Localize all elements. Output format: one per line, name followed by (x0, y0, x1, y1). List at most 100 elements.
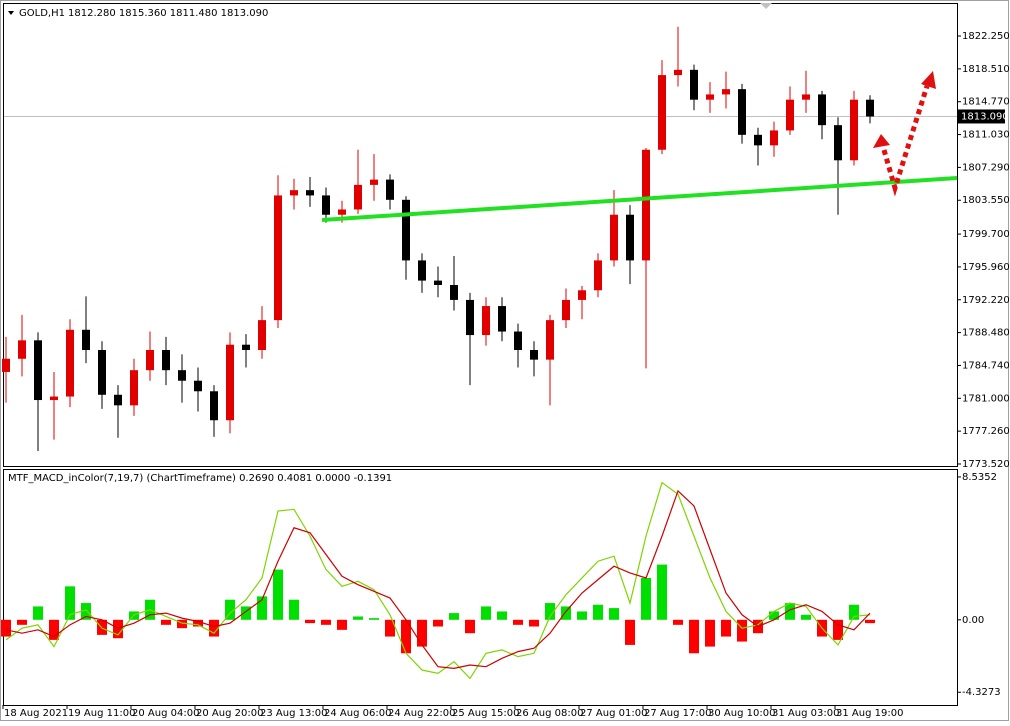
y-tick-label: 1811.030 (962, 130, 1010, 141)
histogram-bar (705, 619, 715, 647)
candle-body (802, 94, 810, 100)
histogram-bar (625, 619, 635, 645)
candle-body (306, 190, 314, 196)
histogram-bar (193, 619, 203, 627)
histogram-bar (241, 606, 251, 620)
histogram-bar (17, 619, 27, 625)
candle-body (178, 370, 186, 381)
histogram-bar (49, 619, 59, 640)
histogram-bar (497, 611, 507, 620)
macd-line (5, 489, 871, 669)
histogram-bar (865, 619, 875, 624)
candle-body (18, 340, 26, 359)
histogram-bar (257, 596, 267, 620)
histogram-bar (609, 608, 619, 620)
histogram-bar (273, 569, 283, 620)
candle-body (322, 195, 330, 215)
histogram-bar (385, 619, 395, 637)
candle-body (354, 184, 362, 210)
x-tick-label: 20 Aug 20:00 (196, 708, 263, 719)
histogram-bar (785, 603, 795, 620)
histogram-bar (545, 603, 555, 620)
arrow-head (921, 71, 936, 89)
candle-body (434, 280, 442, 285)
candle-body (402, 199, 410, 261)
histogram-bar (433, 619, 443, 627)
histogram-bar (209, 619, 219, 637)
histogram-bar (833, 619, 843, 640)
candle-body (146, 349, 154, 371)
scroll-marker (760, 3, 772, 9)
candle-body (818, 94, 826, 126)
histogram-bar (81, 603, 91, 620)
candle-body (578, 290, 586, 300)
candle-body (642, 149, 650, 261)
candle-body (450, 284, 458, 300)
histogram-bar (113, 619, 123, 639)
y-tick-label: 1784.740 (962, 360, 1010, 371)
histogram-bar (849, 604, 859, 620)
histogram-bar (161, 619, 171, 625)
x-tick-label: 25 Aug 15:00 (452, 708, 519, 719)
histogram-bar (65, 586, 75, 620)
y-tick-label: 1822.250 (962, 31, 1010, 42)
candle-body (850, 99, 858, 161)
histogram-bar (353, 616, 363, 620)
histogram-bar (465, 619, 475, 634)
x-tick-label: 26 Aug 08:00 (516, 708, 583, 719)
candle-body (514, 331, 522, 350)
candle-body (418, 260, 426, 281)
x-tick-label: 23 Aug 13:00 (260, 708, 327, 719)
histogram-bar (369, 618, 379, 620)
histogram-bar (577, 611, 587, 620)
histogram-bar (673, 619, 683, 625)
y-tick-label: 1799.700 (962, 229, 1010, 240)
y-tick-label: 1795.960 (962, 262, 1010, 273)
histogram-bar (321, 619, 331, 625)
x-tick-label: 31 Aug 03:00 (772, 708, 839, 719)
candle-body (370, 179, 378, 185)
histogram-bar (337, 619, 347, 630)
candle-body (338, 209, 346, 215)
price-panel-frame (3, 3, 958, 467)
y-tick-label: -4.3273 (962, 687, 1001, 698)
candle-body (674, 69, 682, 76)
menu-triangle[interactable] (8, 11, 14, 15)
x-tick-label: 20 Aug 04:00 (132, 708, 199, 719)
histogram-bar (177, 619, 187, 629)
candle-body (706, 94, 714, 100)
y-tick-label: 1777.260 (962, 426, 1010, 437)
candle-body (546, 320, 554, 360)
candle-body (226, 344, 234, 421)
y-tick-label: 0.00 (962, 615, 984, 626)
candle-body (530, 349, 538, 360)
histogram-bar (513, 619, 523, 625)
candle-body (754, 134, 762, 146)
candle-body (82, 329, 90, 350)
trend-line[interactable] (321, 176, 958, 222)
histogram-bar (481, 606, 491, 620)
candle-body (466, 299, 474, 336)
histogram-bar (401, 619, 411, 654)
y-tick-label: 1781.000 (962, 393, 1010, 404)
x-tick-label: 27 Aug 17:00 (644, 708, 711, 719)
indicator-title: MTF_MACD_inColor(7,19,7) (ChartTimeframe… (8, 473, 392, 484)
x-tick-label: 31 Aug 19:00 (836, 708, 903, 719)
histogram-bar (33, 606, 43, 620)
histogram-bar (801, 614, 811, 620)
candle-body (594, 260, 602, 291)
candle-body (498, 306, 506, 332)
y-tick-label: 8.5352 (962, 472, 997, 483)
candle-body (258, 320, 266, 350)
histogram-bar (1, 619, 11, 637)
y-tick-label: 1773.520 (962, 459, 1010, 470)
candle-body (722, 89, 730, 95)
candle-body (658, 75, 666, 150)
candle-body (626, 214, 634, 261)
histogram-bar (593, 604, 603, 620)
candle-body (834, 125, 842, 161)
forecast-arrow[interactable] (881, 85, 930, 197)
candle-body (274, 195, 282, 321)
